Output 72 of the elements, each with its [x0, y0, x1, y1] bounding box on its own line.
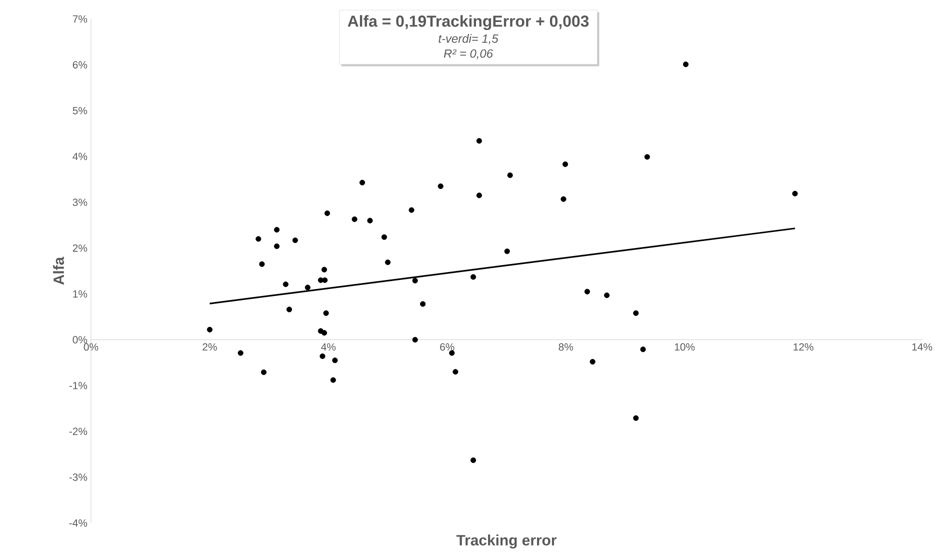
- point: [367, 218, 373, 224]
- point: [452, 369, 458, 375]
- point: [682, 62, 689, 68]
- point: [206, 326, 213, 332]
- x-tick-label: 14%: [912, 343, 932, 351]
- y-tick-label: 6%: [72, 61, 88, 69]
- point: [476, 138, 482, 144]
- point: [584, 288, 590, 294]
- y-tick-label: -3%: [69, 473, 88, 481]
- point: [438, 183, 444, 190]
- point: [292, 238, 298, 244]
- point: [352, 216, 358, 222]
- point: [330, 377, 336, 383]
- x-tick-label: 2%: [202, 343, 217, 351]
- x-tick-label: 12%: [794, 343, 814, 351]
- x-tick-label: 4%: [321, 343, 336, 351]
- point: [304, 284, 310, 290]
- x-tick-label: 6%: [440, 343, 454, 351]
- point: [282, 281, 288, 288]
- point: [792, 190, 798, 196]
- point: [332, 358, 338, 364]
- y-tick-label: 4%: [72, 152, 88, 160]
- point: [286, 306, 292, 312]
- point: [633, 415, 639, 421]
- y-tick-label: 2%: [72, 244, 88, 252]
- point: [259, 261, 265, 267]
- point: [256, 236, 262, 242]
- point: [644, 154, 650, 160]
- point: [590, 358, 596, 365]
- point: [562, 161, 568, 168]
- point: [470, 274, 476, 280]
- point: [322, 277, 328, 283]
- point: [324, 210, 330, 216]
- annotation: t-verdi= 1,5: [438, 34, 498, 44]
- x-tick-label: 10%: [674, 343, 695, 351]
- point: [321, 266, 328, 272]
- point: [238, 350, 244, 356]
- annotation: Alfa = 0,19TrackingError + 0,003: [348, 15, 589, 30]
- x-tick-label: 0%: [84, 343, 98, 351]
- point: [385, 260, 391, 266]
- point: [604, 292, 610, 298]
- point: [274, 243, 280, 250]
- point: [412, 336, 418, 343]
- point: [321, 330, 328, 336]
- x-axis-title: Tracking error: [456, 534, 557, 549]
- point: [323, 310, 329, 316]
- y-tick-label: 5%: [72, 106, 88, 114]
- point: [470, 457, 476, 464]
- y-tick-label: 7%: [72, 15, 88, 23]
- point: [560, 196, 566, 202]
- point: [507, 172, 513, 178]
- y-tick-label: 3%: [72, 198, 88, 206]
- y-tick-label: -1%: [69, 382, 88, 390]
- point: [381, 234, 388, 240]
- point: [408, 207, 414, 213]
- point: [476, 192, 482, 198]
- point: [504, 248, 510, 254]
- point: [640, 346, 646, 352]
- y-tick-label: 0%: [72, 336, 88, 344]
- point: [320, 353, 326, 360]
- x-tick-label: 8%: [558, 343, 574, 351]
- point: [412, 278, 418, 284]
- point: [260, 369, 267, 376]
- annotation: R² = 0,06: [444, 49, 494, 60]
- y-tick-label: -2%: [69, 428, 88, 436]
- y-tick-label: 1%: [73, 290, 88, 298]
- y-tick-label: -4%: [69, 519, 88, 527]
- point: [274, 226, 280, 233]
- point: [420, 301, 426, 307]
- point: [633, 310, 639, 316]
- point: [359, 180, 366, 186]
- y-axis-title: Alfa: [53, 256, 64, 285]
